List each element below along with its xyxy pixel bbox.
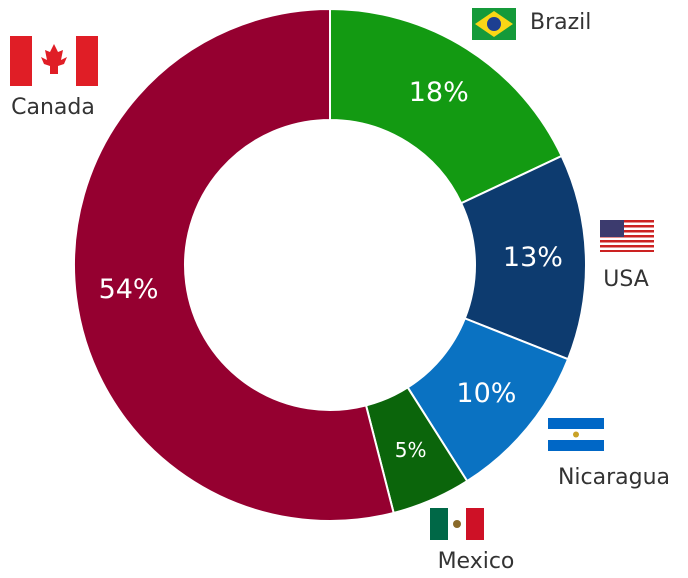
slices [73, 7, 587, 522]
value-label: 5% [395, 438, 427, 462]
flag-mexico [430, 508, 484, 540]
value-label: 54% [99, 274, 159, 305]
flag-usa [600, 220, 654, 252]
flag-canada [10, 36, 98, 86]
flag-nicaragua [548, 418, 604, 451]
category-label: USA [603, 267, 649, 292]
slice [73, 7, 395, 522]
slice [329, 7, 563, 205]
value-label: 13% [503, 242, 563, 273]
category-label: Mexico [438, 549, 515, 574]
flag-brazil [472, 8, 516, 40]
value-label: 10% [456, 378, 516, 409]
category-label: Brazil [530, 10, 591, 35]
value-label: 18% [409, 77, 469, 108]
category-label: Nicaragua [558, 465, 670, 490]
category-label: Canada [11, 95, 95, 120]
